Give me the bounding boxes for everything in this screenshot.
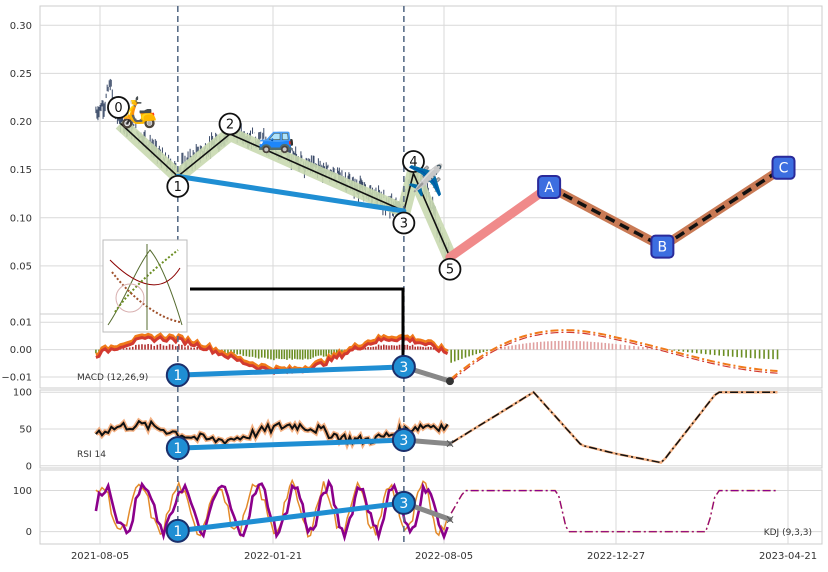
macd-projected-line <box>450 329 778 380</box>
macd-signal-line <box>95 332 449 373</box>
wave-point-label: 5 <box>446 263 454 278</box>
y-tick-label: 0.30 <box>10 21 32 32</box>
kdj-divergence-marker <box>391 490 416 515</box>
kdj-indicator <box>94 478 778 543</box>
wave-point-label: 1 <box>174 180 182 195</box>
x-tick-labels: 2021-08-05 2022-01-21 2022-08-05 2022-12… <box>71 551 817 562</box>
rsi-label: RSI 14 <box>77 450 106 460</box>
kdj-divergence-line <box>175 500 407 534</box>
y-tick-label: 100 <box>13 388 32 399</box>
rsi-projected-line <box>450 391 778 464</box>
x-tick-label: 2022-08-05 <box>415 551 473 562</box>
projection-point-marker <box>537 174 562 199</box>
kdj-divergence-marker-label: 1 <box>173 524 182 540</box>
rsi-divergence-marker <box>165 436 190 461</box>
wave-line <box>119 122 451 258</box>
kdj-divergence-marker-label: 3 <box>399 496 408 512</box>
wave-point-marker <box>218 112 242 136</box>
y-tick-label: 0.00 <box>10 345 32 356</box>
y-tick-label: 50 <box>19 425 32 436</box>
projection-point-label: A <box>544 180 554 196</box>
x-tick-label: 2023-04-21 <box>759 551 817 562</box>
y-tick-label: 0.20 <box>10 117 32 128</box>
macd-label: MACD (12,26,9) <box>77 373 148 383</box>
wave-point-label: 2 <box>226 118 234 133</box>
rsi-divergence-marker <box>391 428 416 453</box>
car-icon: 🚙 <box>258 120 295 155</box>
price-divergence-line <box>175 173 407 214</box>
emoji-icons: 🛵 🚙 ✈️ <box>120 95 444 198</box>
projection-segment <box>445 182 554 262</box>
macd-divergence-line <box>175 364 407 378</box>
projection-point-label: B <box>658 240 668 256</box>
y-tick-labels: 0.05 0.10 0.15 0.20 0.25 0.30 0.01 0.00 −0.01 100… <box>1 21 32 538</box>
airplane-icon: ✈️ <box>407 161 444 198</box>
y-tick-label: 0 <box>26 527 32 538</box>
rsi-indicator <box>94 390 778 464</box>
x-tick-label: 2022-12-27 <box>587 551 645 562</box>
inset-thumbnail <box>102 239 188 333</box>
projection-point-marker <box>650 234 675 259</box>
y-tick-label: 0.10 <box>10 213 32 224</box>
scooter-icon: 🛵 <box>120 95 157 130</box>
wave-point-marker <box>107 96 130 119</box>
y-tick-label: 0 <box>26 461 32 472</box>
inset-connector <box>190 287 405 362</box>
wave-point-label: 0 <box>114 101 122 116</box>
rsi-end-cross: × <box>445 437 455 451</box>
macd-divergence-marker-label: 1 <box>173 368 182 384</box>
wave-point-marker <box>166 174 190 198</box>
macd-indicator <box>95 329 779 382</box>
macd-projected-line <box>450 331 778 382</box>
y-tick-label: 0.05 <box>10 261 32 272</box>
kdj-divergence-marker <box>165 518 190 543</box>
wave-point-label: 3 <box>400 217 408 232</box>
wave-point-marker <box>438 257 462 281</box>
y-tick-label: 0.01 <box>10 318 32 329</box>
y-tick-label: 0.15 <box>10 165 32 176</box>
projection-point-marker <box>771 155 796 180</box>
y-tick-label: 100 <box>13 486 32 497</box>
y-tick-label: −0.01 <box>1 373 32 384</box>
wave-point-label: 4 <box>409 155 417 170</box>
rsi-divergence-marker-label: 3 <box>399 433 408 449</box>
x-tick-label: 2022-01-21 <box>244 551 302 562</box>
wave-point-marker <box>402 150 425 173</box>
macd-end-dot <box>445 377 454 386</box>
macd-divergence-marker <box>165 363 190 388</box>
x-tick-label: 2021-08-05 <box>71 551 129 562</box>
kdj-label: KDJ (9,3,3) <box>764 528 812 538</box>
wave-point-marker <box>392 211 416 235</box>
y-tick-label: 0.25 <box>10 69 32 80</box>
rsi-line <box>95 419 449 446</box>
wave-markers: 1 3 1 3 × 1 3 × 0 1 2 3 4 5 A B C <box>107 96 796 543</box>
elliott-wave <box>115 118 457 261</box>
projection-point-label: C <box>779 161 789 177</box>
macd-divergence-marker <box>391 354 416 379</box>
kdj-k-line <box>94 478 449 543</box>
rsi-divergence-marker-label: 1 <box>173 441 182 457</box>
macd-divergence-marker-label: 3 <box>399 360 408 376</box>
kdj-end-cross: × <box>445 512 455 526</box>
rsi-divergence-line <box>175 437 407 451</box>
